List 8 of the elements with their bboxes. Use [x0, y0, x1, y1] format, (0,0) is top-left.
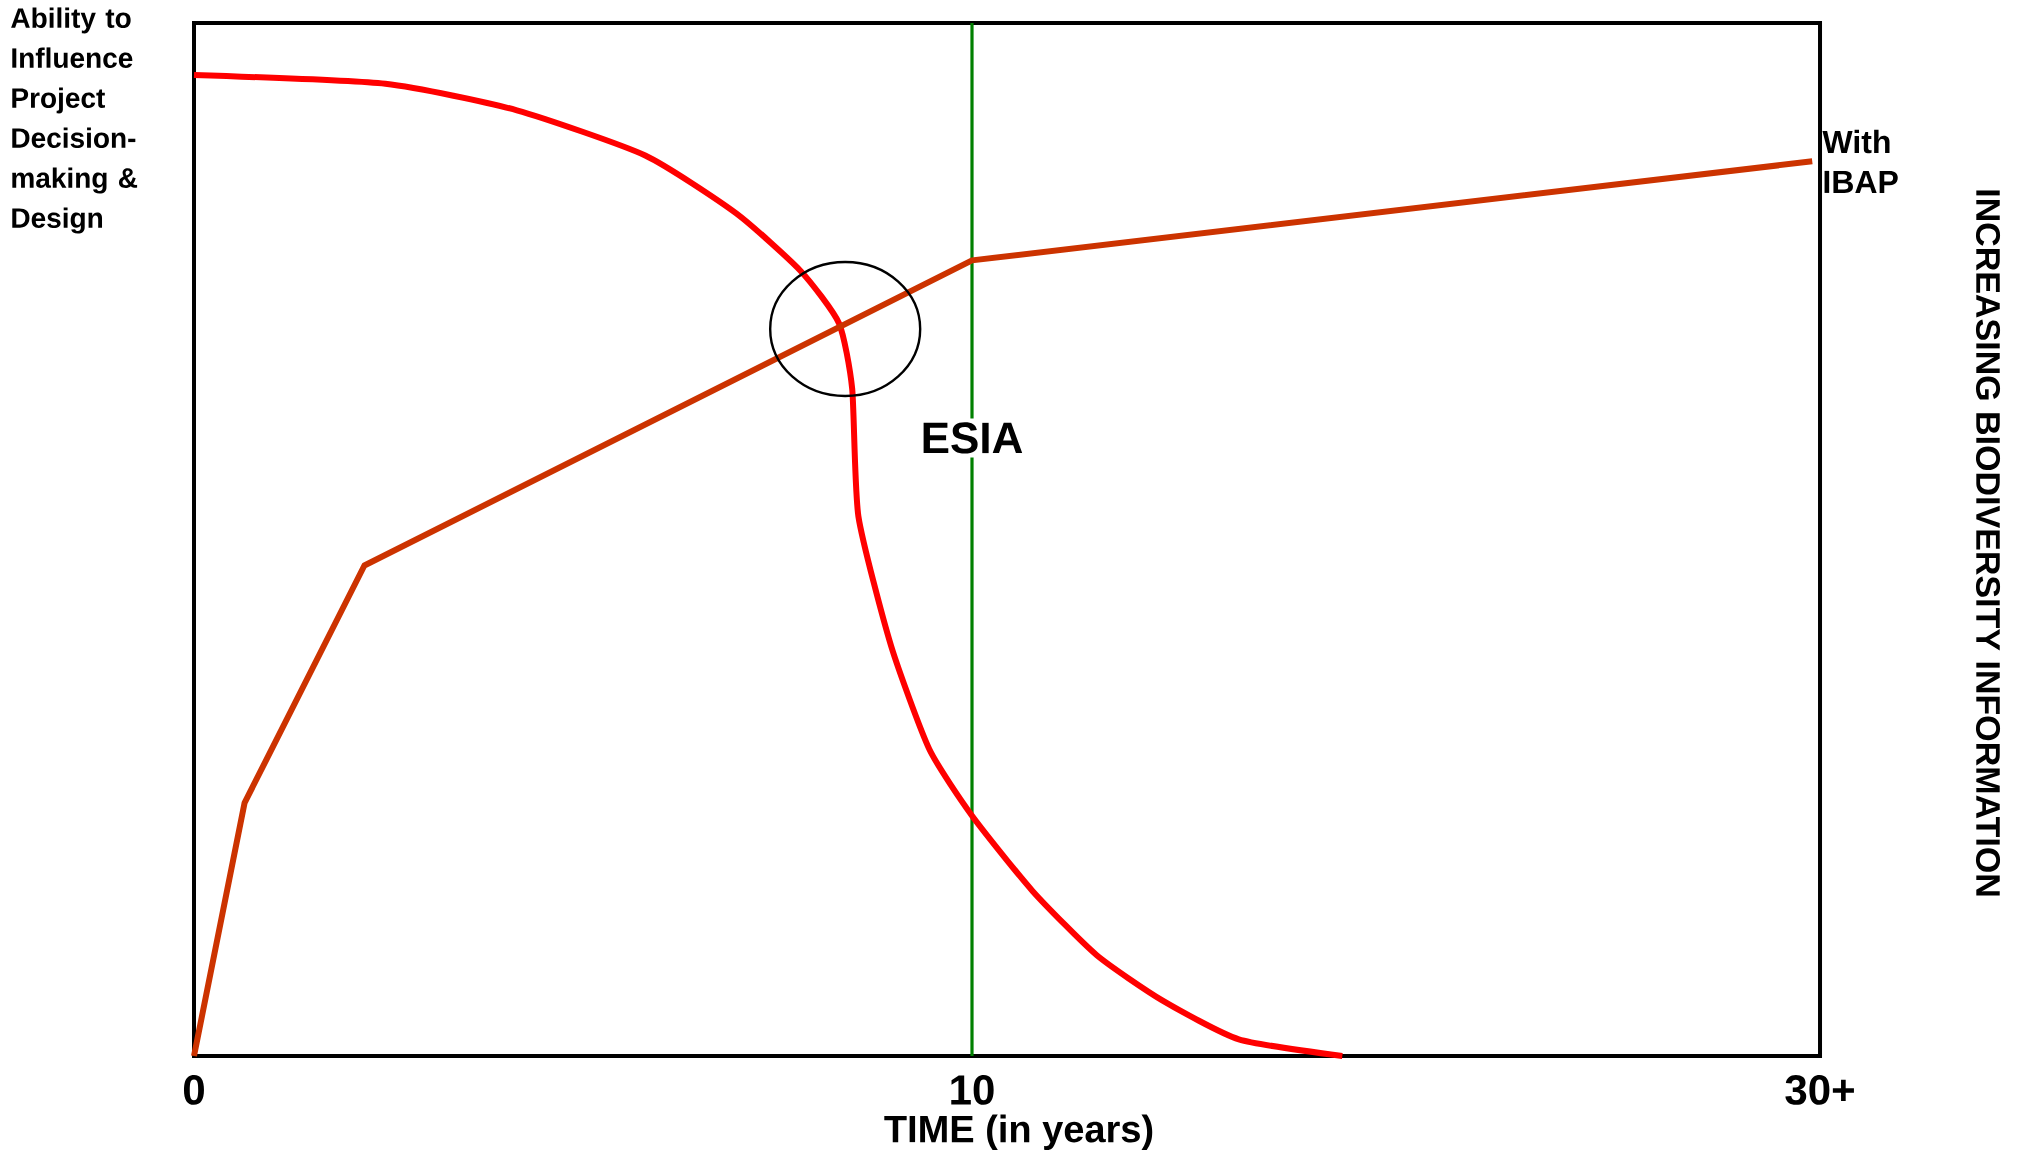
series-label: With IBAP — [1822, 129, 1898, 193]
x-tick-label: 10 — [951, 1075, 994, 1105]
y-axis-title: Ability to Influence Project Decision-making & Design — [11, 7, 138, 234]
x-tick-label: 0 — [183, 1075, 204, 1105]
y2-axis-title: INCREASING BIODIVERSITY INFORMATION — [1975, 190, 2001, 896]
ref-line-label: ESIA — [923, 422, 1023, 454]
x-tick-label: 30+ — [1785, 1075, 1854, 1105]
x-axis-title: TIME (in years) — [884, 1114, 1153, 1150]
